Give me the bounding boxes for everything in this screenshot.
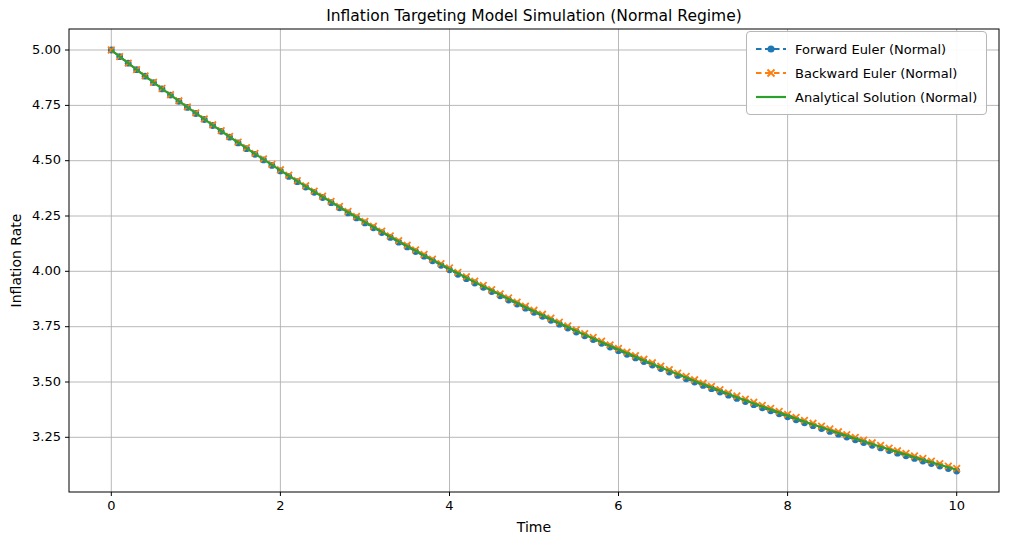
matplotlib-figure: Inflation Targeting Model Simulation (No… (0, 0, 1010, 545)
legend-label-forward-euler: Forward Euler (Normal) (795, 42, 946, 57)
legend-sample-circle-marker (768, 46, 775, 53)
y-tick-label: 4.75 (32, 97, 61, 112)
legend: Forward Euler (Normal) Backward Euler (N… (746, 31, 987, 115)
y-tick-label: 4.00 (32, 263, 61, 278)
y-tick-label: 5.00 (32, 42, 61, 57)
y-axis-label: Inflation Rate (8, 196, 25, 326)
x-tick-label: 0 (107, 498, 115, 513)
y-tick-label: 4.50 (32, 152, 61, 167)
legend-item-analytical: Analytical Solution (Normal) (755, 85, 977, 109)
legend-item-backward-euler: Backward Euler (Normal) (755, 61, 977, 85)
y-tick-label: 3.50 (32, 374, 61, 389)
legend-label-analytical: Analytical Solution (Normal) (795, 90, 977, 105)
legend-label-backward-euler: Backward Euler (Normal) (795, 66, 957, 81)
x-axis-label: Time (69, 519, 999, 535)
x-tick-label: 6 (614, 498, 622, 513)
y-tick-label: 4.25 (32, 208, 61, 223)
x-tick-label: 10 (948, 498, 965, 513)
legend-item-forward-euler: Forward Euler (Normal) (755, 37, 977, 61)
backward-euler-line-sample-icon (755, 64, 787, 82)
x-tick-label: 8 (783, 498, 791, 513)
x-tick-label: 2 (276, 498, 284, 513)
y-tick-label: 3.25 (32, 429, 61, 444)
analytical-line-sample-icon (755, 88, 787, 106)
x-tick-label: 4 (445, 498, 453, 513)
y-tick-label: 3.75 (32, 318, 61, 333)
forward-euler-line-sample-icon (755, 40, 787, 58)
